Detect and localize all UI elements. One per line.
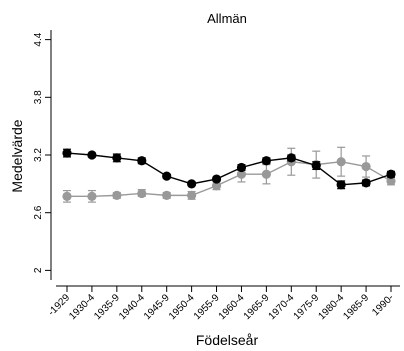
- y-tick-label: 3.8: [33, 90, 44, 104]
- series-layer: [62, 146, 396, 203]
- y-tick-label: 2.6: [33, 205, 44, 219]
- data-point: [311, 160, 321, 171]
- chart-title: Allmän: [207, 11, 247, 26]
- data-point: [187, 190, 197, 200]
- data-point: [62, 148, 72, 158]
- x-axis-title: Födelseår: [196, 332, 259, 348]
- x-tick-label: 1975-9: [292, 292, 322, 322]
- data-point: [137, 156, 147, 166]
- x-tick-label: 1935-9: [92, 292, 122, 322]
- data-point: [112, 190, 122, 200]
- data-point: [336, 157, 346, 167]
- data-point: [386, 176, 396, 186]
- x-tick-label: 1990-: [370, 292, 396, 318]
- data-point: [386, 169, 396, 179]
- x-tick-label: 1985-9: [341, 292, 371, 322]
- data-point: [87, 191, 97, 201]
- x-tick-label: 1950-4: [167, 292, 197, 322]
- data-point: [261, 156, 271, 166]
- data-point: [112, 153, 122, 163]
- data-point: [162, 190, 172, 200]
- data-point: [361, 161, 371, 172]
- data-point: [211, 181, 222, 191]
- x-tick-label: 1970-4: [267, 292, 297, 322]
- data-point: [211, 174, 222, 184]
- y-axis: 2 2.6 3.2 3.8 4.4: [33, 30, 52, 280]
- data-point: [137, 188, 147, 199]
- x-tick-label: 1960-4: [217, 292, 247, 322]
- data-point: [236, 169, 247, 179]
- x-tick-label: 1945-9: [142, 292, 172, 322]
- y-axis-title: Medelvärde: [9, 119, 25, 192]
- x-tick-label: 1965-9: [242, 292, 272, 322]
- data-point: [87, 150, 97, 160]
- y-tick-label: 3.2: [33, 148, 44, 162]
- series-1: [62, 148, 396, 190]
- y-tick-label: 2: [33, 267, 44, 273]
- y-tick-label: 4.4: [33, 32, 44, 46]
- data-point: [236, 162, 247, 173]
- x-axis: -19291930-41935-91940-41945-91950-41955-…: [46, 285, 400, 322]
- data-point: [336, 180, 346, 190]
- data-point: [286, 153, 296, 163]
- data-point: [361, 178, 371, 188]
- series-2: [62, 146, 396, 203]
- data-point: [162, 171, 172, 181]
- data-point: [187, 179, 197, 189]
- x-tick-label: 1940-4: [117, 292, 147, 322]
- x-tick-label: 1955-9: [192, 292, 222, 322]
- data-point: [261, 169, 271, 179]
- data-point: [62, 191, 72, 201]
- x-tick-label: 1980-4: [316, 292, 346, 322]
- x-tick-label: 1930-4: [67, 292, 97, 322]
